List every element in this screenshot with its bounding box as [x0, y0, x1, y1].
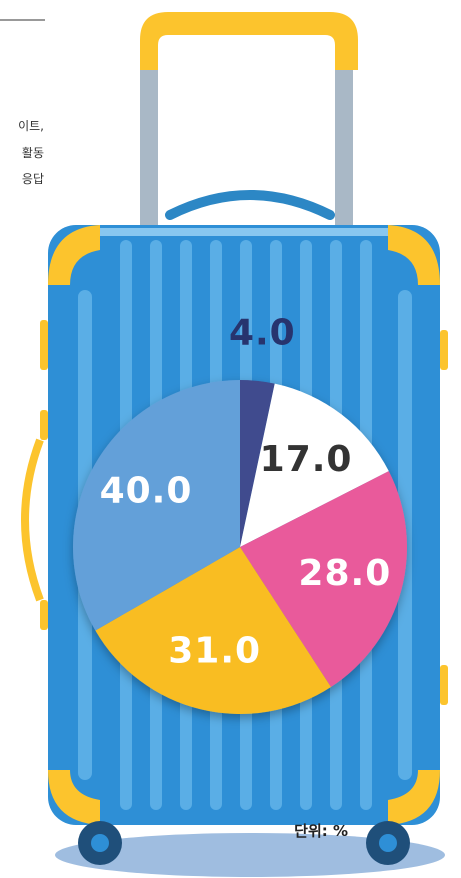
value-label: 31.0 [168, 631, 261, 672]
value-labels: 4.0 17.0 28.0 31.0 40.0 [100, 312, 391, 672]
value-label: 28.0 [298, 553, 391, 594]
pie-slice [240, 383, 389, 547]
annotation: 이트, [18, 119, 44, 133]
pie-slice [240, 471, 408, 688]
pie [72, 380, 408, 714]
unit-note: 단위: % [294, 822, 348, 840]
pie-slice [72, 380, 240, 631]
value-label: 17.0 [260, 439, 353, 480]
annotation: 응답 [22, 172, 44, 186]
value-label: 40.0 [100, 471, 193, 512]
value-label: 4.0 [229, 312, 296, 353]
pie-slice [95, 547, 331, 714]
pie-slice [240, 380, 275, 547]
annotation: 활동 [22, 146, 44, 160]
